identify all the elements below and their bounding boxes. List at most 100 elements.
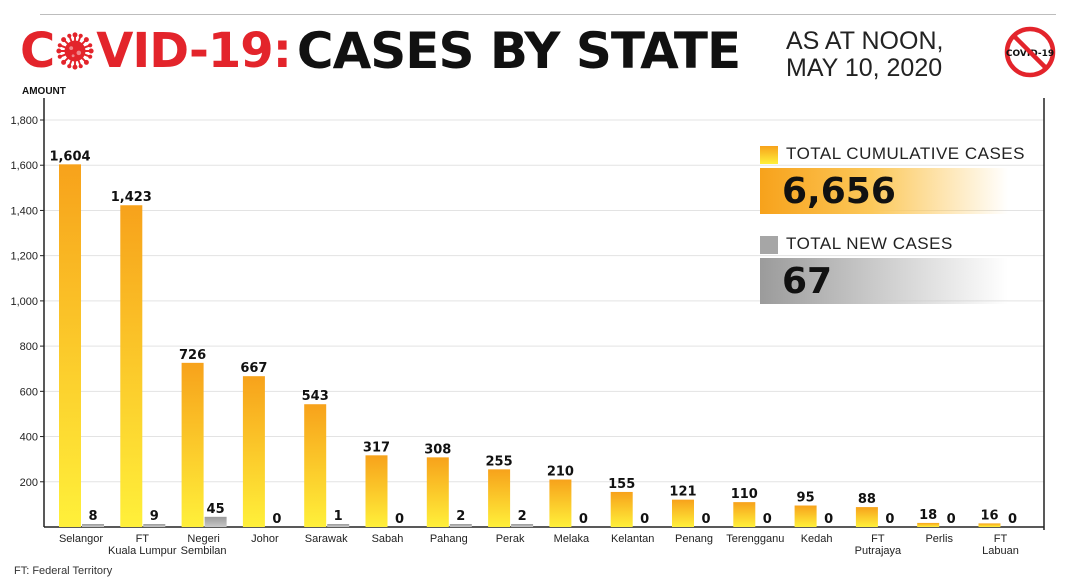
data-label-cumulative: 18 <box>919 508 937 523</box>
x-tick-label: Terengganu <box>726 533 784 545</box>
data-label-new: 8 <box>88 509 97 524</box>
bar-cumulative <box>794 505 817 527</box>
bar-cumulative <box>242 376 265 527</box>
data-label-cumulative: 255 <box>486 454 513 469</box>
data-label-new: 0 <box>1008 512 1017 527</box>
data-label-new: 1 <box>334 509 343 524</box>
x-tick-label: Perak <box>496 533 525 545</box>
data-label-new: 0 <box>579 512 588 527</box>
bar-cumulative <box>181 362 204 527</box>
total-new-value: 67 <box>782 260 833 302</box>
as-at-date: AS AT NOON, MAY 10, 2020 <box>786 28 943 82</box>
bar-cumulative <box>672 499 694 527</box>
x-tick-label: FT <box>994 533 1008 545</box>
data-label-new: 0 <box>763 512 772 527</box>
data-label-cumulative: 308 <box>424 442 451 457</box>
data-label-new: 2 <box>456 509 465 524</box>
total-new-box: 67 <box>760 258 1008 304</box>
bars: 1,604 8 1,423 9 726 45 667 0 543 1 317 0 308 2 255 2 210… <box>49 149 1017 527</box>
total-cumulative-value: 6,656 <box>782 170 896 212</box>
x-tick-label: Labuan <box>982 545 1019 557</box>
data-label-new: 0 <box>395 512 404 527</box>
data-label-cumulative: 543 <box>302 389 329 404</box>
data-label-new: 0 <box>640 512 649 527</box>
x-tick-label: FT <box>136 533 150 545</box>
bar-cumulative <box>120 205 143 527</box>
data-label-cumulative: 210 <box>547 465 574 480</box>
bar-cumulative <box>978 523 1001 527</box>
total-cumulative-box: 6,656 <box>760 168 1008 214</box>
data-label-new: 9 <box>150 509 159 524</box>
bar-cumulative <box>59 164 81 527</box>
data-label-new: 2 <box>518 509 527 524</box>
y-tick-label: 1,400 <box>10 205 38 217</box>
legend-label-cumulative: TOTAL CUMULATIVE CASES <box>786 144 1025 163</box>
bar-cumulative <box>365 455 388 527</box>
virus-icon <box>56 32 94 70</box>
bar-new <box>204 516 227 527</box>
as-at-line2: MAY 10, 2020 <box>786 54 943 82</box>
bar-new <box>143 524 166 527</box>
y-tick-label: 1,200 <box>10 251 38 263</box>
x-tick-label: Johor <box>251 533 279 545</box>
data-label-cumulative: 110 <box>731 487 758 502</box>
bar-cumulative <box>426 457 449 527</box>
x-tick-label: Perlis <box>925 533 953 545</box>
x-tick-label: Putrajaya <box>855 545 902 557</box>
y-axis-label: AMOUNT <box>22 86 66 97</box>
footnote: FT: Federal Territory <box>14 565 113 577</box>
x-tick-label: Sarawak <box>305 533 348 545</box>
bar-cumulative <box>488 469 511 527</box>
data-label-cumulative: 726 <box>179 348 206 363</box>
title-covid-rest: VID-19: <box>96 23 292 79</box>
y-tick-label: 200 <box>20 477 38 489</box>
x-tick-label: Pahang <box>430 533 468 545</box>
x-tick-label: Sabah <box>372 533 404 545</box>
x-tick-label: Negeri <box>187 533 219 545</box>
legend-swatch-cumulative <box>760 146 778 164</box>
y-tick-label: 1,000 <box>10 296 38 308</box>
data-label-cumulative: 317 <box>363 440 390 455</box>
chart-title: C VID-19: CASES BY STATE <box>20 18 741 84</box>
bar-new <box>449 524 472 527</box>
y-tick-label: 600 <box>20 386 38 398</box>
data-label-new: 0 <box>272 512 281 527</box>
x-tick-label: Kedah <box>801 533 833 545</box>
y-tick-label: 400 <box>20 432 38 444</box>
y-tick-label: 800 <box>20 341 38 353</box>
title-covid: C VID-19: <box>20 23 292 79</box>
bar-cumulative <box>733 502 756 527</box>
data-label-new: 0 <box>701 512 710 527</box>
data-label-new: 0 <box>885 512 894 527</box>
bar-new <box>327 524 350 527</box>
x-tick-label: FT <box>871 533 885 545</box>
bar-cumulative <box>549 479 572 527</box>
data-label-cumulative: 155 <box>608 477 635 492</box>
legend-label-new: TOTAL NEW CASES <box>786 234 953 253</box>
bar-cumulative <box>855 507 878 527</box>
data-label-cumulative: 1,423 <box>111 190 152 205</box>
legend-swatch-new <box>760 236 778 254</box>
data-label-cumulative: 121 <box>669 485 696 500</box>
bar-new <box>511 524 534 527</box>
header-rule <box>40 14 1056 15</box>
data-label-new: 0 <box>824 512 833 527</box>
y-tick-label: 1,800 <box>10 115 38 127</box>
data-label-cumulative: 667 <box>240 361 267 376</box>
title-cases-by-state: CASES BY STATE <box>296 22 741 80</box>
bar-cumulative <box>610 491 633 527</box>
x-tick-label: Kuala Lumpur <box>108 545 177 557</box>
x-tick-label: Melaka <box>554 533 590 545</box>
y-tick-label: 1,600 <box>10 160 38 172</box>
x-tick-label: Selangor <box>59 533 103 545</box>
bar-cumulative <box>304 404 327 527</box>
no-covid-icon: COVID-19 <box>1004 26 1056 78</box>
x-tick-label: Sembilan <box>181 545 227 557</box>
data-label-cumulative: 16 <box>980 508 998 523</box>
bar-new <box>82 524 104 527</box>
as-at-line1: AS AT NOON, <box>786 27 944 55</box>
bar-cumulative <box>917 522 940 527</box>
data-label-new: 0 <box>947 512 956 527</box>
